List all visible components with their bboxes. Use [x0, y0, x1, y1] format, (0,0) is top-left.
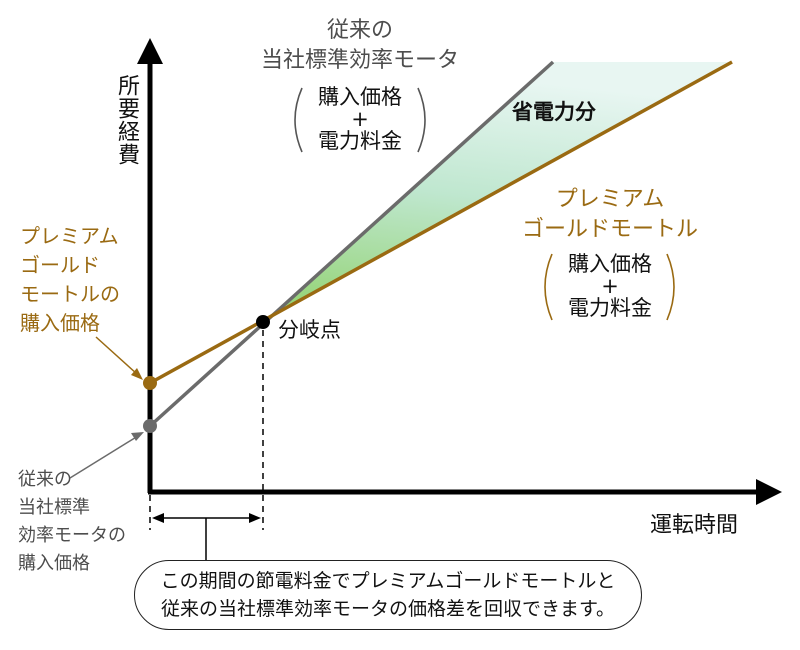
premium-title-line1: プレミアム [555, 187, 665, 212]
callout-line1: この期間の節電料金でプレミアムゴールドモートルと [160, 570, 616, 592]
conventional-cost-line [148, 60, 555, 428]
premium-paren-left [544, 253, 553, 321]
period-arrow-right [249, 513, 261, 523]
premium-price-label-line3: モートルの [20, 282, 120, 306]
conventional-price-label: 従来の 当社標準 効率モータの 購入価格 [18, 466, 126, 578]
x-axis-arrow [756, 479, 782, 505]
y-axis-arrow [137, 38, 163, 64]
premium-cost-line [149, 60, 733, 385]
callout-line2: 従来の当社標準効率モータの価格差を回収できます。 [160, 598, 616, 620]
conventional-cost-line2: 電力料金 [318, 129, 402, 153]
y-axis-label: 所要経費 [114, 74, 139, 166]
premium-price-leader-head [131, 368, 143, 380]
conventional-cost-line1: 購入価格 [318, 85, 402, 109]
premium-line-title: プレミアム ゴールドモートル [500, 185, 720, 245]
conventional-price-label-line2: 当社標準 [18, 497, 90, 518]
conventional-paren-left [294, 87, 303, 153]
conventional-cost-breakdown: 購入価格 + 電力料金 [300, 86, 420, 152]
conventional-title-line1: 従来の [326, 18, 393, 43]
premium-cost-plus: + [601, 274, 619, 298]
period-arrow-left [152, 513, 164, 523]
conventional-paren-right [417, 87, 426, 153]
conventional-line-title: 従来の 当社標準効率モータ [240, 16, 480, 76]
conventional-price-label-line4: 購入価格 [18, 553, 90, 574]
premium-price-label: プレミアム ゴールド モートルの 購入価格 [20, 222, 120, 338]
premium-cost-line1: 購入価格 [568, 252, 652, 276]
conventional-price-leader-head [131, 432, 144, 441]
premium-price-label-line4: 購入価格 [20, 311, 100, 335]
premium-price-label-line1: プレミアム [20, 224, 119, 248]
branch-point-dot [256, 315, 270, 329]
premium-title-line2: ゴールドモートル [521, 217, 698, 242]
premium-price-leader [95, 336, 138, 375]
conventional-intercept-dot [143, 419, 157, 433]
payback-callout: この期間の節電料金でプレミアムゴールドモートルと 従来の当社標準効率モータの価格… [134, 560, 642, 630]
conventional-price-leader [69, 435, 139, 479]
premium-cost-line2: 電力料金 [568, 296, 652, 320]
branch-point-label: 分岐点 [278, 318, 341, 342]
premium-intercept-dot [143, 376, 157, 390]
x-axis-label: 運転時間 [650, 513, 739, 538]
premium-cost-breakdown: 購入価格 + 電力料金 [550, 253, 670, 319]
conventional-price-label-line3: 効率モータの [18, 525, 126, 546]
premium-paren-right [666, 253, 675, 321]
conventional-title-line2: 当社標準効率モータ [260, 48, 459, 73]
conventional-price-label-line1: 従来の [18, 469, 72, 490]
savings-label: 省電力分 [512, 100, 596, 124]
conventional-cost-plus: + [351, 107, 369, 131]
premium-price-label-line2: ゴールド [20, 253, 100, 277]
